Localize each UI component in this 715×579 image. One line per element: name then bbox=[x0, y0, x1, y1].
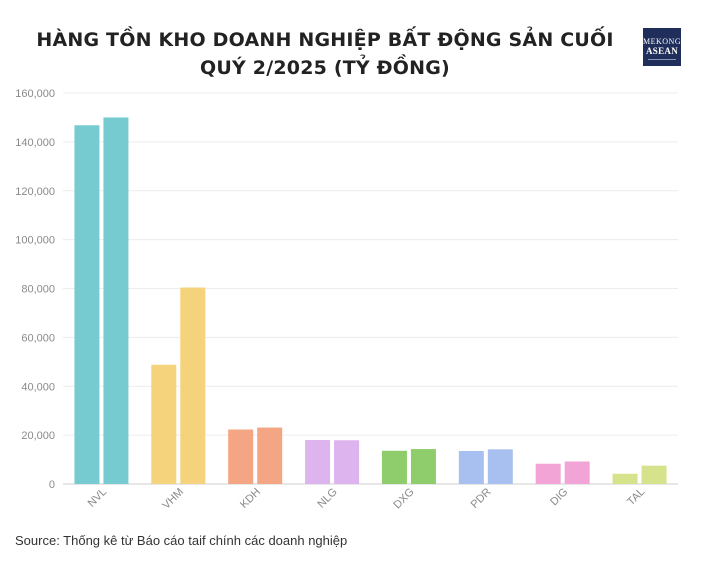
bar bbox=[564, 461, 590, 484]
bar bbox=[257, 427, 283, 484]
x-tick-label: KDH bbox=[238, 486, 263, 511]
bar bbox=[535, 463, 561, 484]
chart-title: HÀNG TỒN KHO DOANH NGHIỆP BẤT ĐỘNG SẢN C… bbox=[36, 29, 614, 79]
y-tick-label: 120,000 bbox=[15, 186, 55, 198]
y-tick-label: 40,000 bbox=[21, 381, 55, 393]
mekong-asean-logo: MEKONG ASEAN bbox=[643, 28, 681, 66]
x-tick-label: NLG bbox=[315, 486, 339, 510]
y-tick-label: 100,000 bbox=[15, 235, 55, 247]
bar bbox=[228, 429, 254, 484]
logo-line-2: ASEAN bbox=[645, 46, 678, 56]
bar bbox=[305, 440, 331, 484]
bar bbox=[612, 473, 638, 484]
y-tick-label: 60,000 bbox=[21, 332, 55, 344]
source-note: Source: Thống kê từ Báo cáo taif chính c… bbox=[15, 533, 348, 548]
bar bbox=[151, 364, 177, 484]
x-tick-label: NVL bbox=[86, 486, 110, 510]
bar bbox=[334, 440, 360, 484]
y-tick-label: 80,000 bbox=[21, 284, 55, 296]
y-tick-label: 140,000 bbox=[15, 137, 55, 149]
bar bbox=[487, 449, 513, 484]
bar bbox=[180, 287, 206, 484]
y-tick-label: 160,000 bbox=[15, 88, 55, 100]
x-tick-label: DIG bbox=[548, 486, 570, 508]
x-tick-label: TAL bbox=[625, 486, 647, 508]
bar bbox=[458, 451, 484, 484]
x-tick-label: VHM bbox=[160, 486, 186, 512]
x-tick-label: DXG bbox=[391, 486, 416, 511]
y-tick-label: 20,000 bbox=[21, 430, 55, 442]
bar bbox=[381, 450, 407, 484]
bar bbox=[410, 449, 436, 484]
bar bbox=[74, 125, 100, 484]
logo-rule bbox=[648, 59, 676, 60]
logo-line-1: MEKONG bbox=[643, 37, 682, 46]
y-tick-label: 0 bbox=[49, 479, 55, 491]
x-tick-label: PDR bbox=[469, 486, 494, 511]
bar bbox=[641, 465, 667, 484]
bar bbox=[103, 117, 129, 484]
